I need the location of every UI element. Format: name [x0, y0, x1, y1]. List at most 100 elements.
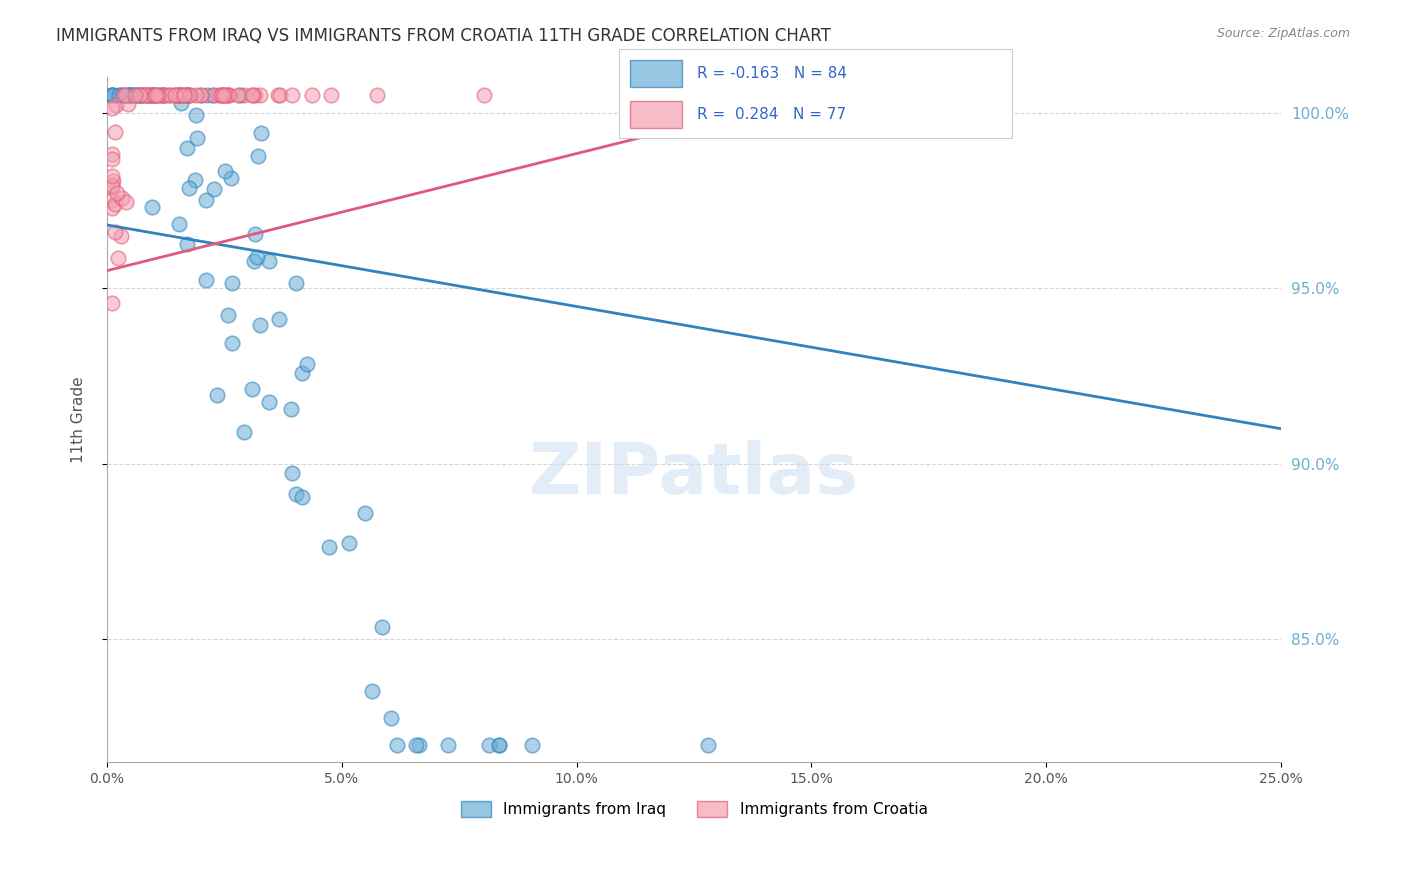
Immigrants from Iraq: [186, 130, 208, 145]
Immigrants from Croatia: [269, 88, 291, 103]
Immigrants from Iraq: [291, 366, 314, 380]
Immigrants from Croatia: [111, 191, 134, 205]
Immigrants from Iraq: [176, 141, 198, 155]
Immigrants from Iraq: [179, 180, 201, 194]
Immigrants from Iraq: [100, 88, 122, 103]
Immigrants from Iraq: [184, 173, 207, 187]
Immigrants from Iraq: [243, 254, 266, 268]
Immigrants from Iraq: [285, 486, 308, 500]
Immigrants from Croatia: [190, 88, 212, 103]
Immigrants from Iraq: [353, 506, 375, 520]
Immigrants from Croatia: [100, 169, 122, 184]
Immigrants from Iraq: [437, 738, 460, 752]
Immigrants from Iraq: [697, 738, 720, 752]
Immigrants from Croatia: [100, 101, 122, 115]
Text: IMMIGRANTS FROM IRAQ VS IMMIGRANTS FROM CROATIA 11TH GRADE CORRELATION CHART: IMMIGRANTS FROM IRAQ VS IMMIGRANTS FROM …: [56, 27, 831, 45]
Immigrants from Iraq: [280, 402, 302, 417]
Immigrants from Croatia: [124, 88, 146, 103]
Immigrants from Iraq: [141, 201, 163, 215]
Immigrants from Croatia: [146, 88, 169, 103]
Immigrants from Croatia: [233, 88, 256, 103]
Immigrants from Iraq: [170, 88, 193, 103]
Immigrants from Iraq: [110, 88, 132, 103]
Immigrants from Croatia: [267, 88, 290, 103]
Immigrants from Iraq: [138, 88, 160, 103]
Immigrants from Croatia: [226, 88, 249, 103]
Immigrants from Croatia: [139, 88, 162, 103]
Immigrants from Iraq: [520, 738, 543, 752]
Immigrants from Iraq: [121, 88, 143, 103]
Immigrants from Iraq: [194, 193, 217, 207]
Immigrants from Iraq: [360, 684, 382, 698]
Immigrants from Iraq: [100, 88, 122, 103]
Immigrants from Iraq: [207, 388, 229, 402]
Immigrants from Iraq: [165, 88, 187, 103]
Immigrants from Iraq: [249, 318, 271, 333]
Immigrants from Iraq: [115, 88, 138, 103]
Immigrants from Croatia: [207, 88, 229, 103]
Text: Source: ZipAtlas.com: Source: ZipAtlas.com: [1216, 27, 1350, 40]
Immigrants from Croatia: [143, 88, 166, 103]
Immigrants from Croatia: [176, 88, 198, 103]
Immigrants from Croatia: [145, 88, 167, 103]
Immigrants from Iraq: [488, 738, 510, 752]
Immigrants from Iraq: [146, 88, 169, 103]
Immigrants from Iraq: [131, 88, 153, 103]
Immigrants from Iraq: [202, 88, 225, 103]
Immigrants from Iraq: [249, 126, 271, 140]
Immigrants from Iraq: [217, 309, 239, 323]
Immigrants from Croatia: [157, 88, 180, 103]
Immigrants from Croatia: [214, 88, 236, 103]
Immigrants from Croatia: [142, 88, 165, 103]
Immigrants from Iraq: [337, 536, 360, 550]
Immigrants from Iraq: [380, 711, 402, 725]
Immigrants from Iraq: [405, 738, 427, 752]
Immigrants from Iraq: [232, 425, 254, 440]
Immigrants from Croatia: [100, 180, 122, 194]
Immigrants from Croatia: [166, 88, 188, 103]
Immigrants from Iraq: [108, 88, 131, 103]
Immigrants from Croatia: [104, 125, 127, 139]
Immigrants from Croatia: [155, 88, 177, 103]
Immigrants from Iraq: [257, 395, 280, 409]
Immigrants from Croatia: [100, 193, 122, 207]
Immigrants from Iraq: [478, 738, 501, 752]
Immigrants from Iraq: [111, 88, 134, 103]
Immigrants from Iraq: [184, 108, 207, 122]
Immigrants from Croatia: [242, 88, 264, 103]
Immigrants from Iraq: [228, 88, 250, 103]
Immigrants from Croatia: [209, 88, 232, 103]
Immigrants from Iraq: [297, 357, 319, 371]
Immigrants from Iraq: [129, 88, 152, 103]
Text: R =  0.284   N = 77: R = 0.284 N = 77: [697, 107, 846, 121]
Immigrants from Iraq: [284, 276, 307, 290]
Immigrants from Croatia: [169, 88, 191, 103]
Immigrants from Croatia: [150, 88, 173, 103]
Immigrants from Iraq: [214, 164, 236, 178]
Immigrants from Iraq: [176, 88, 198, 103]
Immigrants from Iraq: [152, 88, 174, 103]
Immigrants from Croatia: [104, 225, 127, 239]
Immigrants from Croatia: [215, 88, 238, 103]
Immigrants from Iraq: [169, 217, 191, 231]
Immigrants from Croatia: [143, 88, 166, 103]
Immigrants from Iraq: [267, 311, 290, 326]
Immigrants from Iraq: [318, 540, 340, 554]
Immigrants from Croatia: [179, 88, 201, 103]
Immigrants from Croatia: [212, 88, 235, 103]
Immigrants from Croatia: [186, 88, 208, 103]
Immigrants from Croatia: [101, 201, 124, 215]
Immigrants from Iraq: [240, 382, 263, 396]
Immigrants from Croatia: [249, 88, 271, 103]
Immigrants from Iraq: [371, 620, 394, 634]
Immigrants from Iraq: [488, 738, 510, 752]
Immigrants from Croatia: [135, 88, 157, 103]
Immigrants from Croatia: [159, 88, 181, 103]
Immigrants from Croatia: [163, 88, 186, 103]
Immigrants from Croatia: [100, 152, 122, 166]
Immigrants from Croatia: [319, 88, 342, 103]
Immigrants from Iraq: [120, 88, 142, 103]
Immigrants from Iraq: [177, 88, 200, 103]
Immigrants from Iraq: [202, 182, 225, 196]
Immigrants from Croatia: [114, 194, 136, 209]
